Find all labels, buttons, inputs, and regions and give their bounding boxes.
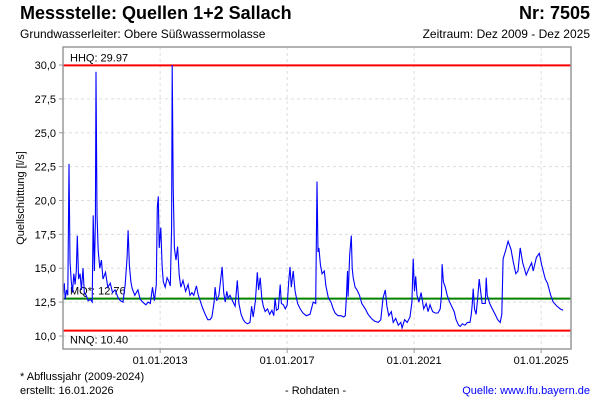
y-tick-label: 20,0	[35, 196, 56, 208]
x-tick-label: 01.01.2025	[514, 355, 569, 367]
footnote: * Abflussjahr (2009-2024)	[20, 371, 145, 383]
aquifer-label: Grundwasserleiter: Obere Süßwassermolass…	[20, 27, 266, 41]
x-tick-label: 01.01.2021	[387, 355, 442, 367]
y-tick-label: 17,5	[35, 229, 56, 241]
plot-frame	[62, 46, 572, 350]
x-tick-label: 01.01.2017	[260, 355, 315, 367]
y-tick-label: 30,0	[35, 60, 56, 72]
series-line-quellschüttung	[62, 64, 564, 331]
station-title: Messstelle: Quellen 1+2 Sallach	[20, 3, 292, 23]
period-label: Zeitraum: Dez 2009 - Dez 2025	[422, 27, 590, 41]
created-date: erstellt: 16.01.2026	[20, 385, 114, 397]
raw-data-label: - Rohdaten -	[285, 385, 347, 397]
source-link[interactable]: Quelle: www.lfu.bayern.de	[462, 385, 590, 397]
x-tick-label: 01.01.2013	[133, 355, 188, 367]
y-axis-label: Quellschüttung [l/s]	[15, 151, 27, 245]
ref-label-hhq: HHQ: 29.97	[70, 52, 128, 64]
y-tick-label: 12,5	[35, 297, 56, 309]
y-tick-label: 27,5	[35, 94, 56, 106]
ref-label-nnq: NNQ: 10.40	[70, 335, 128, 347]
y-tick-label: 22,5	[35, 162, 56, 174]
y-tick-label: 25,0	[35, 128, 56, 140]
axes: 10,0 12,5 15,0 17,5 20,0 22,5 25,0 27,5 30,0 01.0…	[35, 60, 569, 367]
series-group	[62, 64, 564, 331]
y-tick-label: 15,0	[35, 263, 56, 275]
y-tick-label: 10,0	[35, 331, 56, 343]
station-number: Nr: 7505	[518, 3, 590, 23]
